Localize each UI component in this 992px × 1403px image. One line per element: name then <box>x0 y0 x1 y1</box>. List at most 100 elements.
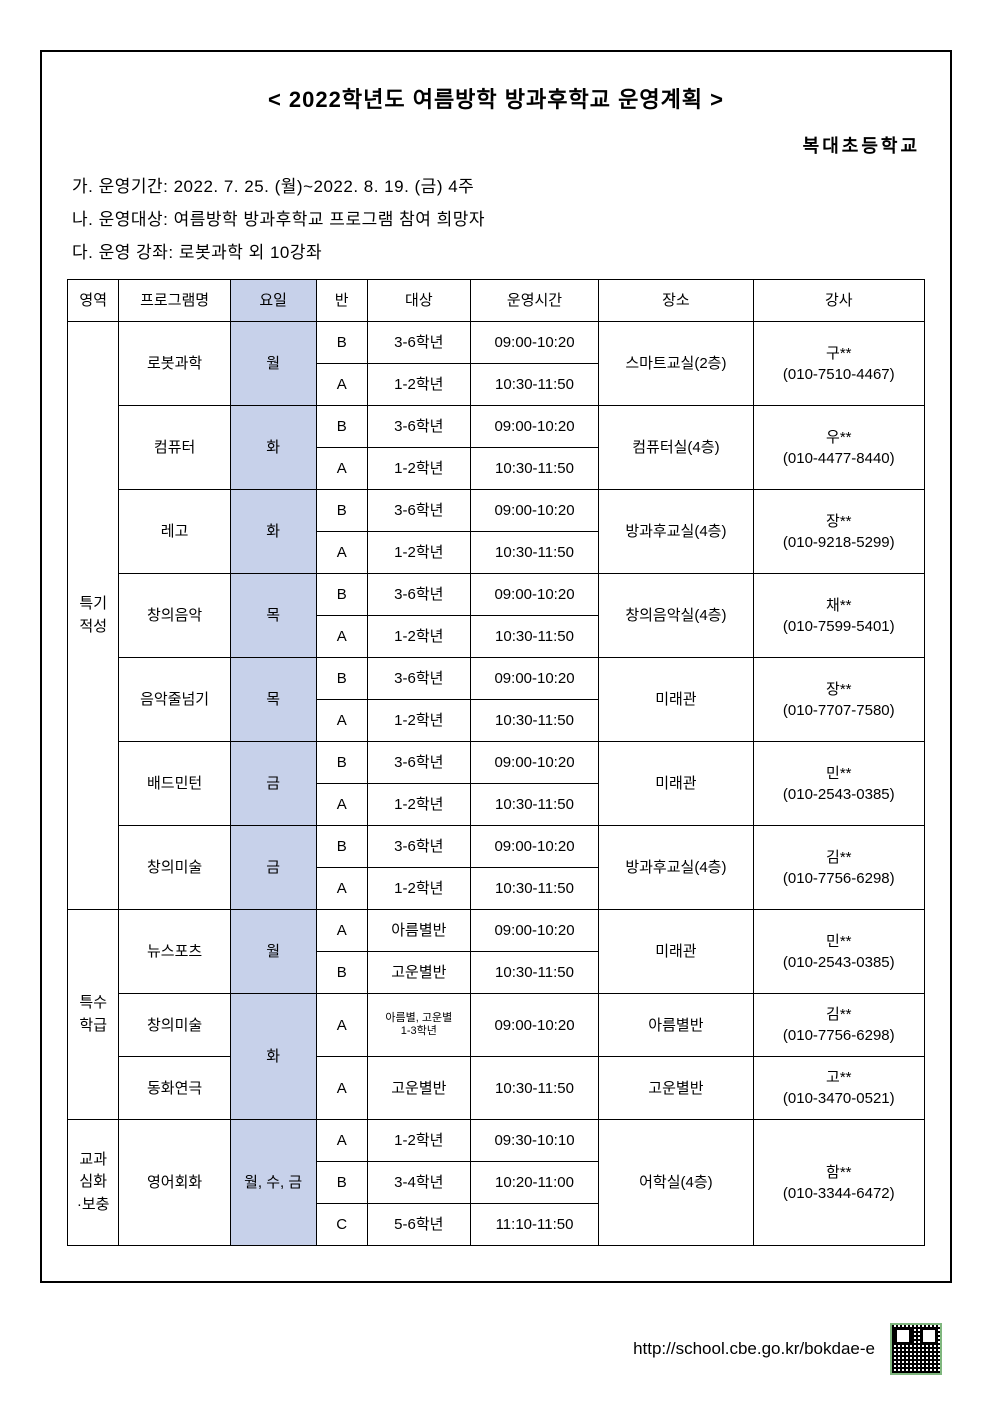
time-cell: 10:30-11:50 <box>470 364 599 406</box>
program-name: 영어회화 <box>119 1120 230 1246</box>
th-teacher: 강사 <box>753 280 924 322</box>
class-cell: A <box>316 784 367 826</box>
day-cell: 월 <box>230 322 316 406</box>
time-cell: 09:00-10:20 <box>470 406 599 448</box>
th-time: 운영시간 <box>470 280 599 322</box>
info-courses: 다. 운영 강좌: 로봇과학 외 10강좌 <box>67 238 925 263</box>
day-cell: 화 <box>230 406 316 490</box>
target-cell: 3-6학년 <box>367 826 470 868</box>
table-row: 특수학급 뉴스포츠 월 A 아름별반 09:00-10:20 미래관 민**(0… <box>68 910 925 952</box>
target-cell: 고운별반 <box>367 1057 470 1120</box>
program-name: 창의미술 <box>119 994 230 1057</box>
target-cell: 1-2학년 <box>367 532 470 574</box>
program-name: 창의미술 <box>119 826 230 910</box>
time-cell: 09:00-10:20 <box>470 658 599 700</box>
target-cell: 3-6학년 <box>367 742 470 784</box>
class-cell: A <box>316 910 367 952</box>
target-cell: 3-6학년 <box>367 322 470 364</box>
place-cell: 미래관 <box>599 742 753 826</box>
program-name: 레고 <box>119 490 230 574</box>
program-name: 컴퓨터 <box>119 406 230 490</box>
table-row: 창의음악 목 B 3-6학년 09:00-10:20 창의음악실(4층) 채**… <box>68 574 925 616</box>
th-place: 장소 <box>599 280 753 322</box>
place-cell: 스마트교실(2층) <box>599 322 753 406</box>
table-row: 교과심화·보충 영어회화 월, 수, 금 A 1-2학년 09:30-10:10… <box>68 1120 925 1162</box>
target-cell: 고운별반 <box>367 952 470 994</box>
page-title: < 2022학년도 여름방학 방과후학교 운영계획 > <box>67 82 925 114</box>
class-cell: B <box>316 322 367 364</box>
info-period: 가. 운영기간: 2022. 7. 25. (월)~2022. 8. 19. (… <box>67 172 925 197</box>
teacher-cell: 김**(010-7756-6298) <box>753 994 924 1057</box>
place-cell: 방과후교실(4층) <box>599 826 753 910</box>
teacher-cell: 함**(010-3344-6472) <box>753 1120 924 1246</box>
place-cell: 창의음악실(4층) <box>599 574 753 658</box>
program-name: 음악줄넘기 <box>119 658 230 742</box>
th-area: 영역 <box>68 280 119 322</box>
class-cell: B <box>316 742 367 784</box>
target-cell: 5-6학년 <box>367 1204 470 1246</box>
class-cell: A <box>316 700 367 742</box>
time-cell: 11:10-11:50 <box>470 1204 599 1246</box>
time-cell: 10:30-11:50 <box>470 868 599 910</box>
time-cell: 09:30-10:10 <box>470 1120 599 1162</box>
schedule-table: 영역 프로그램명 요일 반 대상 운영시간 장소 강사 특기적성 로봇과학 월 … <box>67 279 925 1246</box>
qr-code-icon <box>890 1323 942 1375</box>
time-cell: 10:30-11:50 <box>470 952 599 994</box>
th-target: 대상 <box>367 280 470 322</box>
day-cell: 월 <box>230 910 316 994</box>
day-cell: 금 <box>230 826 316 910</box>
class-cell: A <box>316 994 367 1057</box>
class-cell: B <box>316 826 367 868</box>
place-cell: 방과후교실(4층) <box>599 490 753 574</box>
target-cell: 1-2학년 <box>367 1120 470 1162</box>
target-cell: 3-6학년 <box>367 490 470 532</box>
time-cell: 10:30-11:50 <box>470 1057 599 1120</box>
place-cell: 어학실(4층) <box>599 1120 753 1246</box>
time-cell: 09:00-10:20 <box>470 826 599 868</box>
time-cell: 10:30-11:50 <box>470 784 599 826</box>
day-cell: 목 <box>230 658 316 742</box>
table-header-row: 영역 프로그램명 요일 반 대상 운영시간 장소 강사 <box>68 280 925 322</box>
program-name: 뉴스포츠 <box>119 910 230 994</box>
program-name: 로봇과학 <box>119 322 230 406</box>
class-cell: B <box>316 490 367 532</box>
program-name: 창의음악 <box>119 574 230 658</box>
th-program: 프로그램명 <box>119 280 230 322</box>
teacher-cell: 민**(010-2543-0385) <box>753 742 924 826</box>
time-cell: 09:00-10:20 <box>470 910 599 952</box>
teacher-cell: 장**(010-7707-7580) <box>753 658 924 742</box>
table-row: 창의미술 화 A 아름별, 고운별1-3학년 09:00-10:20 아름별반 … <box>68 994 925 1057</box>
footer-url: http://school.cbe.go.kr/bokdae-e <box>633 1339 875 1359</box>
day-cell: 목 <box>230 574 316 658</box>
class-cell: A <box>316 1057 367 1120</box>
class-cell: A <box>316 364 367 406</box>
info-block: 가. 운영기간: 2022. 7. 25. (월)~2022. 8. 19. (… <box>67 172 925 263</box>
area-label: 특기적성 <box>68 322 119 910</box>
target-cell: 3-6학년 <box>367 658 470 700</box>
teacher-cell: 우**(010-4477-8440) <box>753 406 924 490</box>
table-row: 음악줄넘기 목 B 3-6학년 09:00-10:20 미래관 장**(010-… <box>68 658 925 700</box>
school-name: 복대초등학교 <box>67 132 925 158</box>
time-cell: 10:30-11:50 <box>470 700 599 742</box>
page-footer: http://school.cbe.go.kr/bokdae-e <box>40 1323 952 1375</box>
time-cell: 10:30-11:50 <box>470 532 599 574</box>
target-cell: 1-2학년 <box>367 616 470 658</box>
target-cell: 1-2학년 <box>367 448 470 490</box>
table-row: 컴퓨터 화 B 3-6학년 09:00-10:20 컴퓨터실(4층) 우**(0… <box>68 406 925 448</box>
place-cell: 고운별반 <box>599 1057 753 1120</box>
table-row: 배드민턴 금 B 3-6학년 09:00-10:20 미래관 민**(010-2… <box>68 742 925 784</box>
target-cell: 3-4학년 <box>367 1162 470 1204</box>
place-cell: 아름별반 <box>599 994 753 1057</box>
class-cell: C <box>316 1204 367 1246</box>
teacher-cell: 장**(010-9218-5299) <box>753 490 924 574</box>
class-cell: B <box>316 574 367 616</box>
target-cell: 아름별, 고운별1-3학년 <box>367 994 470 1057</box>
table-row: 레고 화 B 3-6학년 09:00-10:20 방과후교실(4층) 장**(0… <box>68 490 925 532</box>
target-cell: 1-2학년 <box>367 784 470 826</box>
class-cell: A <box>316 616 367 658</box>
target-cell: 3-6학년 <box>367 574 470 616</box>
class-cell: A <box>316 868 367 910</box>
target-cell: 1-2학년 <box>367 868 470 910</box>
time-cell: 10:20-11:00 <box>470 1162 599 1204</box>
table-row: 동화연극 A 고운별반 10:30-11:50 고운별반 고**(010-347… <box>68 1057 925 1120</box>
